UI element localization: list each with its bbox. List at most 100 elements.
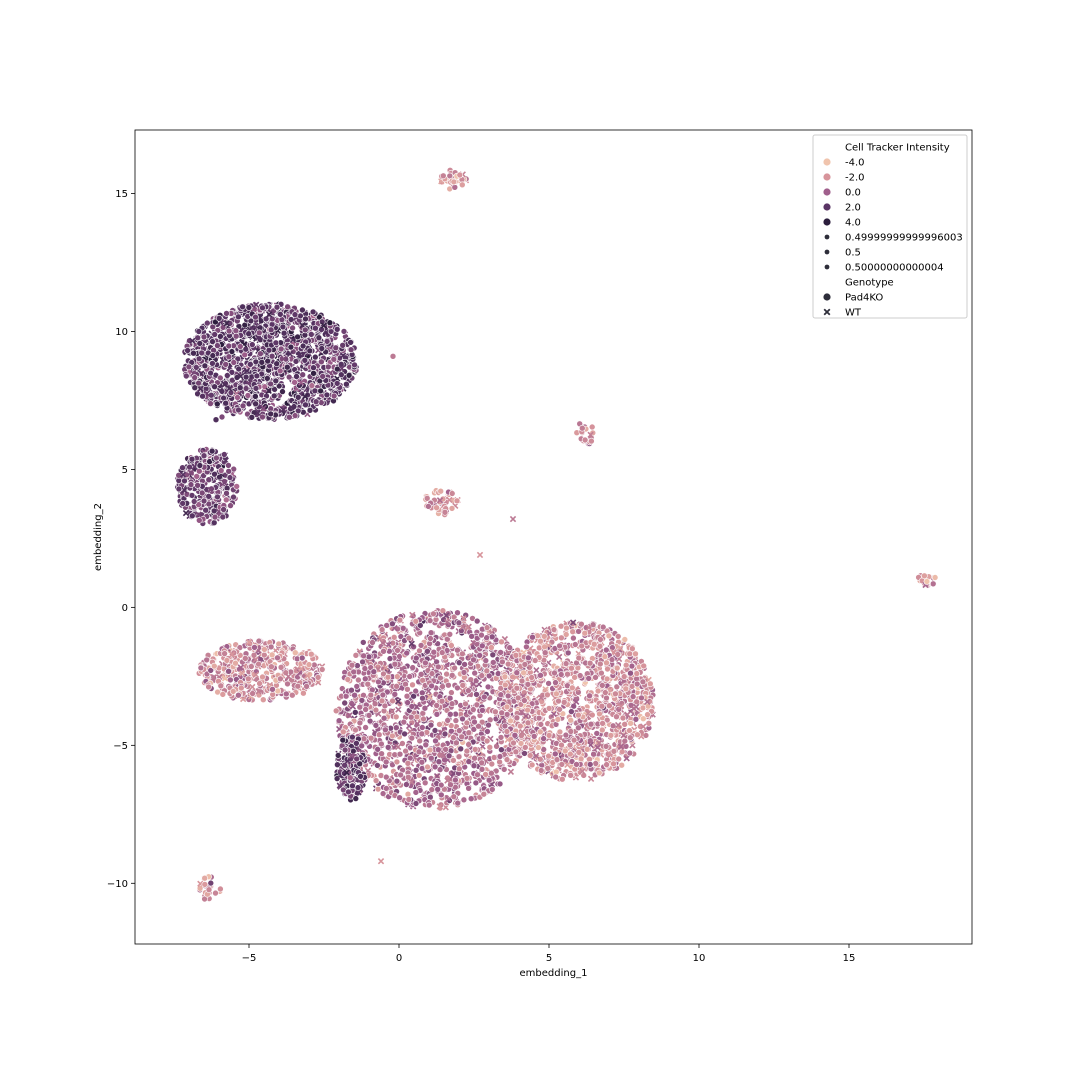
data-point [225,667,232,675]
data-point [314,674,322,681]
data-point [318,358,325,366]
data-point [459,681,467,689]
data-point [465,729,473,737]
data-point [393,777,401,785]
data-point [254,334,262,342]
data-point [485,721,492,729]
data-point [455,753,463,761]
data-point [360,652,367,660]
data-point [225,462,232,469]
data-point [587,720,595,728]
data-point [422,659,429,667]
data-point [225,467,232,475]
data-point [592,674,599,681]
data-point [603,659,610,667]
data-point [359,639,367,646]
data-point [245,675,252,683]
data-point [463,719,471,727]
data-point [237,343,244,350]
data-point [402,747,409,755]
data-point [221,650,228,657]
data-point [367,734,375,742]
data-point [378,750,385,758]
data-point [332,344,340,352]
data-point [199,392,206,400]
data-point [417,670,425,678]
data-point [405,796,413,803]
data-point [418,758,426,766]
data-point [557,622,565,630]
data-point [257,350,264,358]
data-point [279,388,286,395]
data-point [335,717,343,725]
data-point [445,681,452,689]
data-point [488,644,495,651]
data-point [408,734,416,742]
data-point [384,673,392,681]
data-point [207,369,214,377]
data-point [412,789,420,796]
data-point [333,380,341,387]
data-point [362,706,369,713]
data-point [293,373,300,380]
data-point [196,340,204,347]
data-point [372,777,380,784]
data-point [575,724,582,732]
data-point [419,694,426,702]
data-point [439,683,446,690]
data-point [394,647,401,654]
data-point [305,661,313,668]
data-point [374,762,381,769]
data-point [544,691,551,699]
data-point [386,655,394,662]
data-point [291,649,299,657]
data-point [378,626,386,633]
data-point [379,691,387,699]
data-point [437,791,445,799]
data-point [478,765,486,773]
data-point [451,184,459,191]
data-point [255,329,263,337]
data-point [211,331,218,338]
data-point [434,746,442,754]
data-point [223,489,230,497]
data-point [438,697,446,705]
data-point [480,693,488,701]
data-point [267,643,275,651]
data-point [253,372,261,380]
data-point [448,505,456,512]
data-point [362,724,369,731]
data-point [407,713,415,721]
data-point [310,364,317,372]
data-point [341,699,349,707]
data-point [272,339,280,347]
data-point [432,737,439,745]
data-point [558,775,566,783]
data-point [307,331,315,338]
data-point [396,794,403,802]
data-point [232,332,240,340]
data-point [454,609,461,617]
data-point [604,665,611,673]
data-point [270,392,278,400]
data-point [418,724,426,731]
data-point [389,620,396,628]
data-point [175,485,183,493]
data-point [453,497,461,505]
data-point [330,392,338,400]
data-point [413,713,421,721]
data-point [483,624,491,631]
data-point [503,756,511,763]
data-point [312,398,320,406]
data-point [230,359,238,366]
data-point [202,506,209,514]
data-point [535,714,543,722]
data-point [276,367,284,375]
data-point [232,327,240,335]
data-point [478,642,486,650]
data-point [405,634,413,642]
data-point [393,673,401,680]
data-point [200,497,208,505]
data-point [211,662,218,670]
data-point [249,341,256,348]
